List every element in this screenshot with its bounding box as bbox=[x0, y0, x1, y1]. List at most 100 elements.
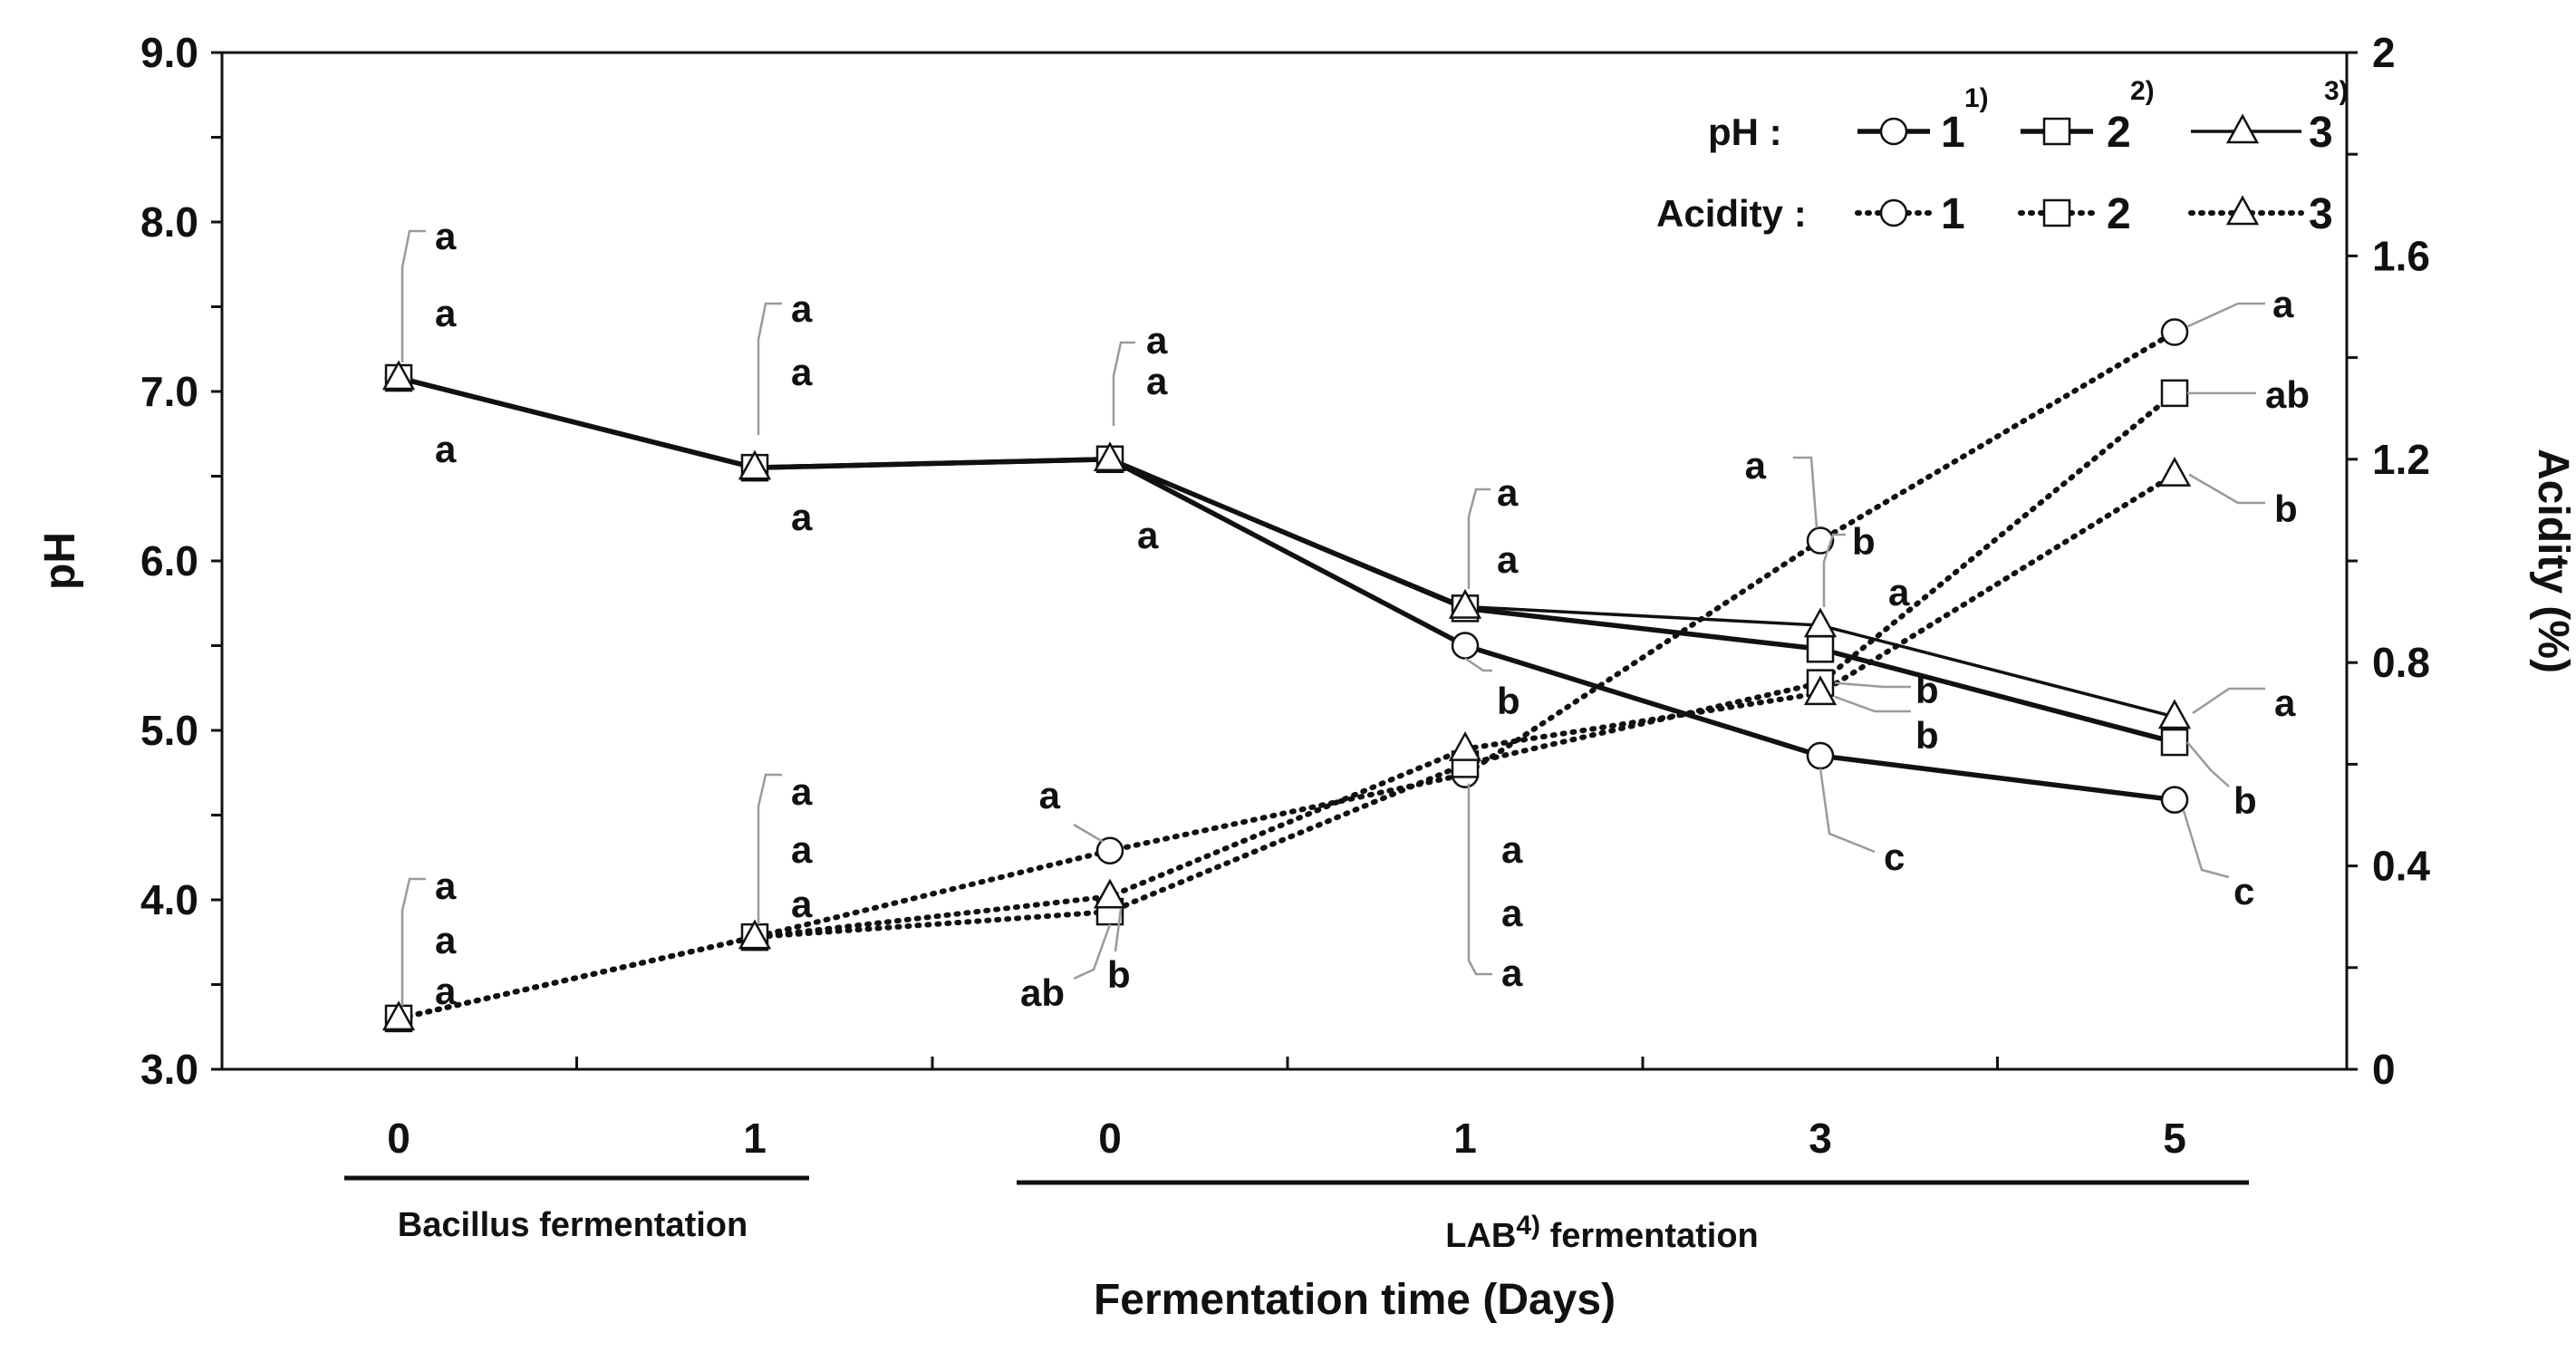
sig-leader bbox=[1114, 909, 1123, 952]
data-point-s2-4 bbox=[1806, 634, 1835, 663]
sig-label: a bbox=[435, 970, 457, 1012]
sig-label: c bbox=[2233, 870, 2254, 913]
sig-leader bbox=[2192, 687, 2265, 715]
data-point-s6-0 bbox=[381, 1000, 416, 1031]
sig-label: a bbox=[435, 864, 457, 907]
data-point-s3-0 bbox=[381, 360, 416, 391]
y-tick-label-right: 0.4 bbox=[2372, 843, 2430, 890]
data-point-s3-1 bbox=[738, 449, 772, 480]
sig-leader bbox=[1073, 823, 1104, 843]
sig-leader bbox=[1073, 923, 1112, 980]
sig-label: b bbox=[2274, 488, 2298, 530]
y-tick-label-left: 7.0 bbox=[140, 368, 198, 415]
sig-label: b bbox=[1497, 680, 1520, 722]
sig-label: a bbox=[1137, 514, 1159, 556]
sig-label: a bbox=[791, 770, 813, 813]
y-tick-label-right: 1.2 bbox=[2372, 436, 2430, 483]
x-axis-title: Fermentation time (Days) bbox=[1094, 1276, 1616, 1324]
series-layer bbox=[381, 318, 2192, 1033]
sig-leader bbox=[1834, 695, 1911, 713]
sig-label: ab bbox=[2265, 373, 2310, 416]
legend-acid-num-3: 3 bbox=[2309, 190, 2333, 238]
legend-ph-marker-2 bbox=[2042, 117, 2071, 146]
legend-acidity-marker-1 bbox=[1879, 198, 1908, 227]
sig-label: a bbox=[435, 292, 457, 334]
sig-leader bbox=[1464, 657, 1492, 672]
legend-sup-3: 3) bbox=[2324, 76, 2349, 106]
series-line-3 bbox=[398, 376, 2176, 719]
legend-num-3: 3 bbox=[2309, 109, 2333, 157]
sig-label: a bbox=[1745, 444, 1767, 487]
legend-ph-marker-3 bbox=[2225, 113, 2260, 144]
sig-label: a bbox=[791, 287, 813, 330]
y-tick-label-left: 4.0 bbox=[140, 876, 198, 923]
sig-label: a bbox=[2274, 681, 2296, 724]
y-tick-label-left: 8.0 bbox=[140, 198, 198, 246]
sig-label: a bbox=[791, 828, 813, 871]
sig-label: a bbox=[1497, 538, 1519, 581]
sig-leader bbox=[2186, 741, 2230, 787]
sig-label: c bbox=[1884, 835, 1905, 878]
data-point-s2-5 bbox=[2160, 728, 2189, 757]
legend-num-1: 1 bbox=[1941, 109, 1965, 157]
x-axis: 0 1 0 1 3 5 bbox=[387, 1057, 2186, 1162]
sig-label: a bbox=[1501, 951, 1523, 994]
group-label-lab-name: LAB bbox=[1445, 1217, 1516, 1255]
sig-leader bbox=[757, 302, 782, 435]
data-point-s3-2 bbox=[1093, 441, 1127, 472]
sig-label: a bbox=[435, 919, 457, 961]
y-axis-right: 0 0.4 0.8 1.2 1.6 2 bbox=[2347, 29, 2430, 1093]
sig-leader bbox=[1819, 768, 1876, 854]
plot-frame bbox=[220, 51, 2349, 1071]
sig-leader bbox=[1822, 533, 1846, 607]
group-label-lab: LAB4) fermentation bbox=[1445, 1211, 1759, 1255]
data-point-s6-1 bbox=[738, 919, 772, 950]
sig-leader bbox=[1467, 488, 1491, 589]
sig-label: b bbox=[1852, 520, 1876, 563]
y-tick-label-left: 3.0 bbox=[140, 1046, 198, 1093]
group-label-lab-suffix: fermentation bbox=[1540, 1217, 1759, 1255]
data-point-s5-5 bbox=[2160, 379, 2189, 408]
data-point-s4-5 bbox=[2160, 318, 2189, 346]
data-point-s6-3 bbox=[1448, 730, 1482, 761]
group-label-bacillus: Bacillus fermentation bbox=[398, 1206, 748, 1244]
sig-label: a bbox=[435, 428, 457, 470]
sig-label: b bbox=[1915, 669, 1939, 711]
sig-leader bbox=[2182, 810, 2230, 879]
legend-sup-1: 1) bbox=[1964, 83, 1989, 113]
sig-label: a bbox=[1501, 828, 1523, 871]
group-label-lab-sup: 4) bbox=[1516, 1211, 1540, 1241]
legend-rows bbox=[1855, 113, 2304, 227]
legend-acid-num-2: 2 bbox=[2107, 190, 2131, 238]
legend-ph-label: pH : bbox=[1708, 111, 1782, 153]
y-tick-label-left: 6.0 bbox=[140, 537, 198, 584]
sig-label: ab bbox=[1020, 971, 1065, 1014]
data-point-s4-2 bbox=[1095, 836, 1124, 865]
y-tick-label-right: 0.8 bbox=[2372, 639, 2430, 686]
x-tick-label: 1 bbox=[743, 1115, 767, 1162]
sig-label: a bbox=[791, 351, 813, 393]
sig-label: b bbox=[1915, 714, 1939, 757]
legend-acidity-marker-2 bbox=[2042, 198, 2071, 227]
legend-acidity-marker-3 bbox=[2225, 195, 2260, 226]
data-point-s6-5 bbox=[2157, 457, 2192, 487]
y-tick-label-left: 9.0 bbox=[140, 29, 198, 76]
sig-label: a bbox=[1146, 360, 1168, 402]
y-tick-label-right: 2 bbox=[2372, 29, 2396, 76]
y-axis-title-left: pH bbox=[36, 532, 84, 590]
data-point-s3-4 bbox=[1803, 607, 1838, 638]
x-tick-label: 1 bbox=[1453, 1115, 1477, 1162]
series-line-6 bbox=[396, 471, 2177, 1021]
y-axis-title-right: Acidity (%) bbox=[2529, 449, 2576, 673]
sig-leader bbox=[1834, 681, 1911, 689]
y-tick-label-right: 0 bbox=[2372, 1046, 2396, 1093]
sig-label: a bbox=[791, 883, 813, 925]
legend-num-2: 2 bbox=[2107, 109, 2131, 157]
data-point-s6-4 bbox=[1803, 675, 1838, 706]
sig-leader bbox=[1112, 341, 1135, 426]
sig-label: a bbox=[2272, 283, 2294, 325]
sig-leader bbox=[400, 229, 426, 362]
sig-label: a bbox=[1146, 319, 1168, 362]
legend-sup-2: 2) bbox=[2130, 76, 2155, 106]
